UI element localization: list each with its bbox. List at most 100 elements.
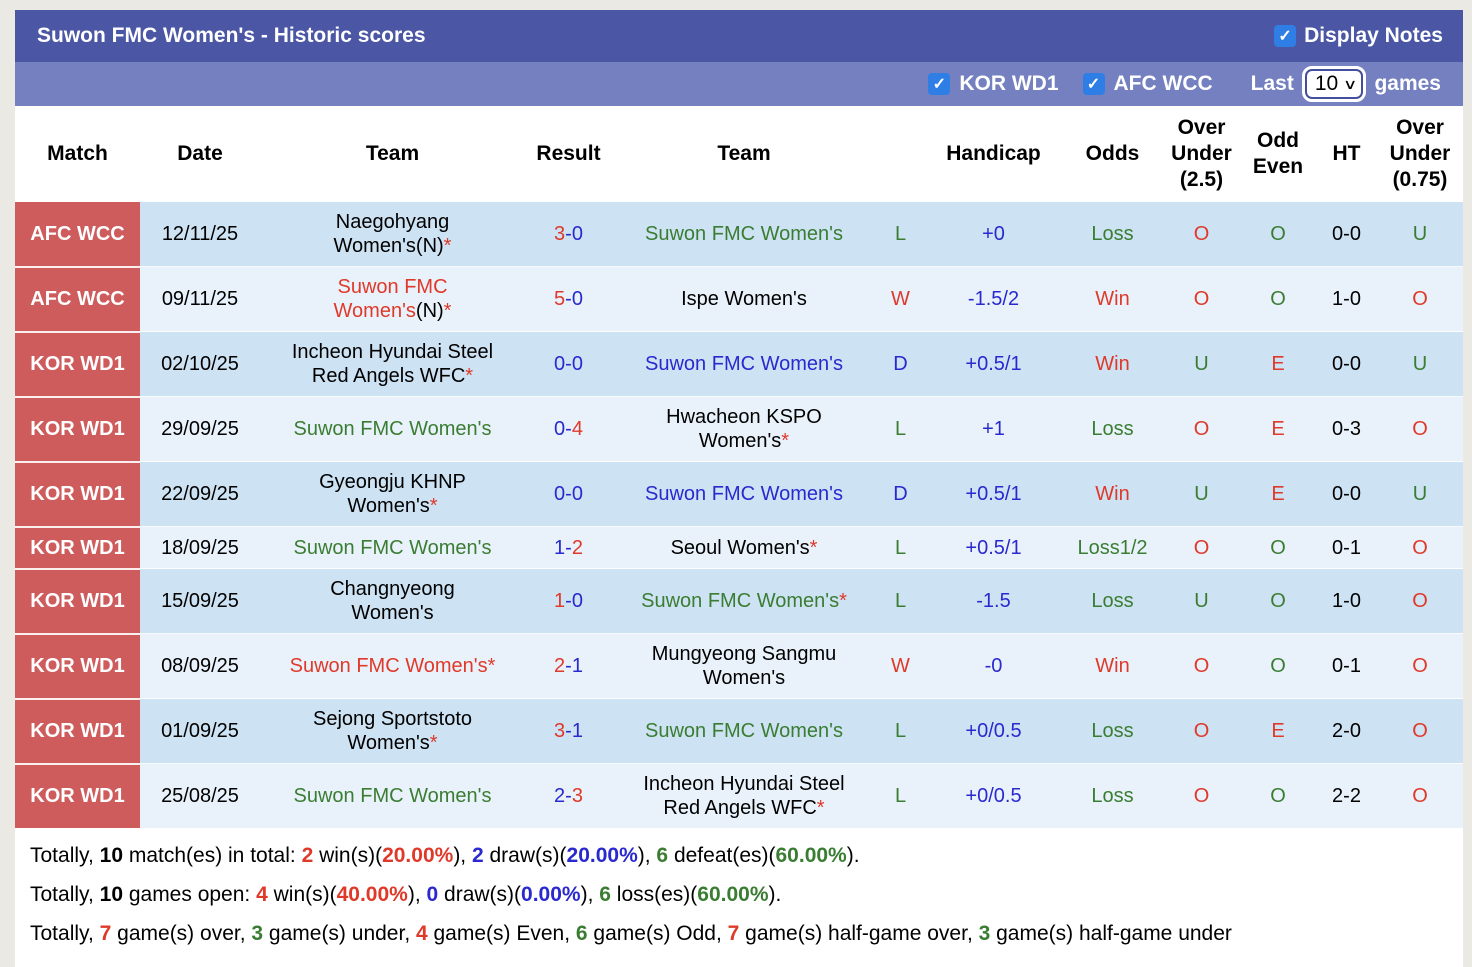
afc-wcc-label: AFC WCC [1113, 72, 1213, 95]
half-time-score: 0-3 [1316, 396, 1377, 462]
display-notes-checkbox[interactable]: ✓ [1274, 25, 1297, 47]
star-mark: * [781, 430, 790, 452]
league-badge: KOR WD1 [15, 697, 140, 764]
star-mark: * [816, 797, 825, 819]
page-title: Suwon FMC Women's - Historic scores [37, 24, 426, 47]
last-games-select[interactable]: 10 ∨ [1301, 66, 1367, 102]
home-team: Suwon FMC Women's [260, 763, 525, 828]
star-mark: * [839, 590, 847, 612]
team-name: Suwon FMC Women's [333, 276, 448, 322]
team-name: Incheon Hyundai Steel Red Angels WFC [291, 341, 494, 387]
column-header: Odd Even [1240, 106, 1316, 202]
table-row: AFC WCC 12/11/25 Naegohyang Women's(N)* 3-0… [15, 202, 1463, 267]
away-team: Seoul Women's* [612, 526, 876, 569]
column-header: Team [612, 106, 876, 202]
odds-result: Loss [1062, 568, 1163, 634]
table-body: AFC WCC 12/11/25 Naegohyang Women's(N)* 3-0… [15, 202, 1463, 828]
handicap-value: +0/0.5 [925, 698, 1062, 764]
score: 3-0 [525, 202, 612, 267]
away-team: Incheon Hyundai Steel Red Angels WFC* [612, 763, 876, 828]
column-header: Team [260, 106, 525, 202]
half-time-score: 0-0 [1316, 331, 1377, 397]
away-team: Suwon FMC Women's [612, 202, 876, 267]
column-header: Over Under (2.5) [1163, 106, 1240, 202]
league-badge: KOR WD1 [15, 460, 140, 527]
summary-line: Totally, 7 game(s) over, 3 game(s) under… [30, 922, 1232, 945]
away-team: Mungyeong Sangmu Women's [612, 633, 876, 699]
team-name: Changnyeong Women's [330, 578, 455, 624]
home-team: Naegohyang Women's(N)* [260, 202, 525, 267]
score: 3-1 [525, 698, 612, 764]
star-mark: * [429, 732, 438, 754]
odd-even: O [1240, 763, 1316, 828]
away-team: Hwacheon KSPO Women's* [612, 396, 876, 462]
over-under-2-5: U [1163, 461, 1240, 527]
over-under-2-5: O [1163, 266, 1240, 332]
over-under-2-5: O [1163, 396, 1240, 462]
over-under-2-5: O [1163, 202, 1240, 267]
score: 2-3 [525, 763, 612, 828]
column-header: Date [140, 106, 260, 202]
odds-result: Win [1062, 633, 1163, 699]
team-name: Suwon FMC Women's [645, 353, 843, 375]
column-header: Handicap [925, 106, 1062, 202]
handicap-value: +1 [925, 396, 1062, 462]
league-badge: KOR WD1 [15, 632, 140, 699]
team-name: Mungyeong Sangmu Women's [651, 643, 837, 689]
odds-result: Loss [1062, 396, 1163, 462]
half-time-score: 0-1 [1316, 633, 1377, 699]
league-badge: KOR WD1 [15, 395, 140, 462]
match-date: 02/10/25 [140, 331, 260, 397]
star-mark: * [809, 536, 818, 559]
chevron-down-icon: ∨ [1343, 75, 1358, 92]
kor-wd1-checkbox[interactable]: ✓ [928, 73, 951, 95]
odd-even: O [1240, 633, 1316, 699]
team-name: Sejong Sportstoto Women's [313, 708, 472, 754]
neutral-venue-mark: (N) [415, 235, 444, 257]
home-team: Suwon FMC Women's [260, 396, 525, 462]
handicap-value: +0.5/1 [925, 331, 1062, 397]
historic-scores-panel: Suwon FMC Women's - Historic scores ✓ Di… [15, 10, 1463, 967]
over-under-2-5: U [1163, 568, 1240, 634]
half-time-score: 1-0 [1316, 568, 1377, 634]
over-under-2-5: U [1163, 331, 1240, 397]
star-mark: * [443, 235, 452, 257]
star-mark: * [487, 655, 496, 677]
over-under-0-75: O [1377, 698, 1463, 764]
home-team: Sejong Sportstoto Women's* [260, 698, 525, 764]
afc-wcc-checkbox[interactable]: ✓ [1082, 73, 1105, 95]
score: 1-0 [525, 568, 612, 634]
result-letter: D [876, 331, 925, 397]
away-team: Suwon FMC Women's [612, 698, 876, 764]
team-name: Naegohyang Women's [333, 211, 450, 257]
league-badge: AFC WCC [15, 202, 140, 267]
team-name: Incheon Hyundai Steel Red Angels WFC [643, 773, 845, 819]
handicap-value: -1.5/2 [925, 266, 1062, 332]
scores-table-wrap: Match Date Team Result Team Handicap Odds Over U… [15, 106, 1463, 828]
league-filter-kor-wd1: ✓ KOR WD1 [928, 72, 1059, 96]
column-header: Odds [1062, 106, 1163, 202]
odd-even: O [1240, 266, 1316, 332]
odd-even: E [1240, 396, 1316, 462]
odd-even: O [1240, 526, 1316, 569]
handicap-value: +0 [925, 202, 1062, 267]
match-date: 09/11/25 [140, 266, 260, 332]
home-team: Suwon FMC Women's(N)* [260, 266, 525, 332]
over-under-2-5: O [1163, 763, 1240, 828]
team-name: Ispe Women's [681, 288, 807, 310]
table-row: KOR WD1 02/10/25 Incheon Hyundai Steel Red… [15, 330, 1463, 397]
result-letter: L [876, 763, 925, 828]
home-team: Gyeongju KHNP Women's* [260, 461, 525, 527]
half-time-score: 0-0 [1316, 202, 1377, 267]
home-team: Suwon FMC Women's* [260, 633, 525, 699]
half-time-score: 2-0 [1316, 698, 1377, 764]
half-time-score: 0-0 [1316, 461, 1377, 527]
score: 1-2 [525, 526, 612, 569]
handicap-value: +0/0.5 [925, 763, 1062, 828]
team-name: Suwon FMC Women's [293, 536, 492, 559]
odds-result: Loss [1062, 698, 1163, 764]
handicap-value: -0 [925, 633, 1062, 699]
result-letter: L [876, 698, 925, 764]
team-name: Suwon FMC Women's [641, 590, 840, 612]
league-badge: KOR WD1 [15, 525, 140, 569]
